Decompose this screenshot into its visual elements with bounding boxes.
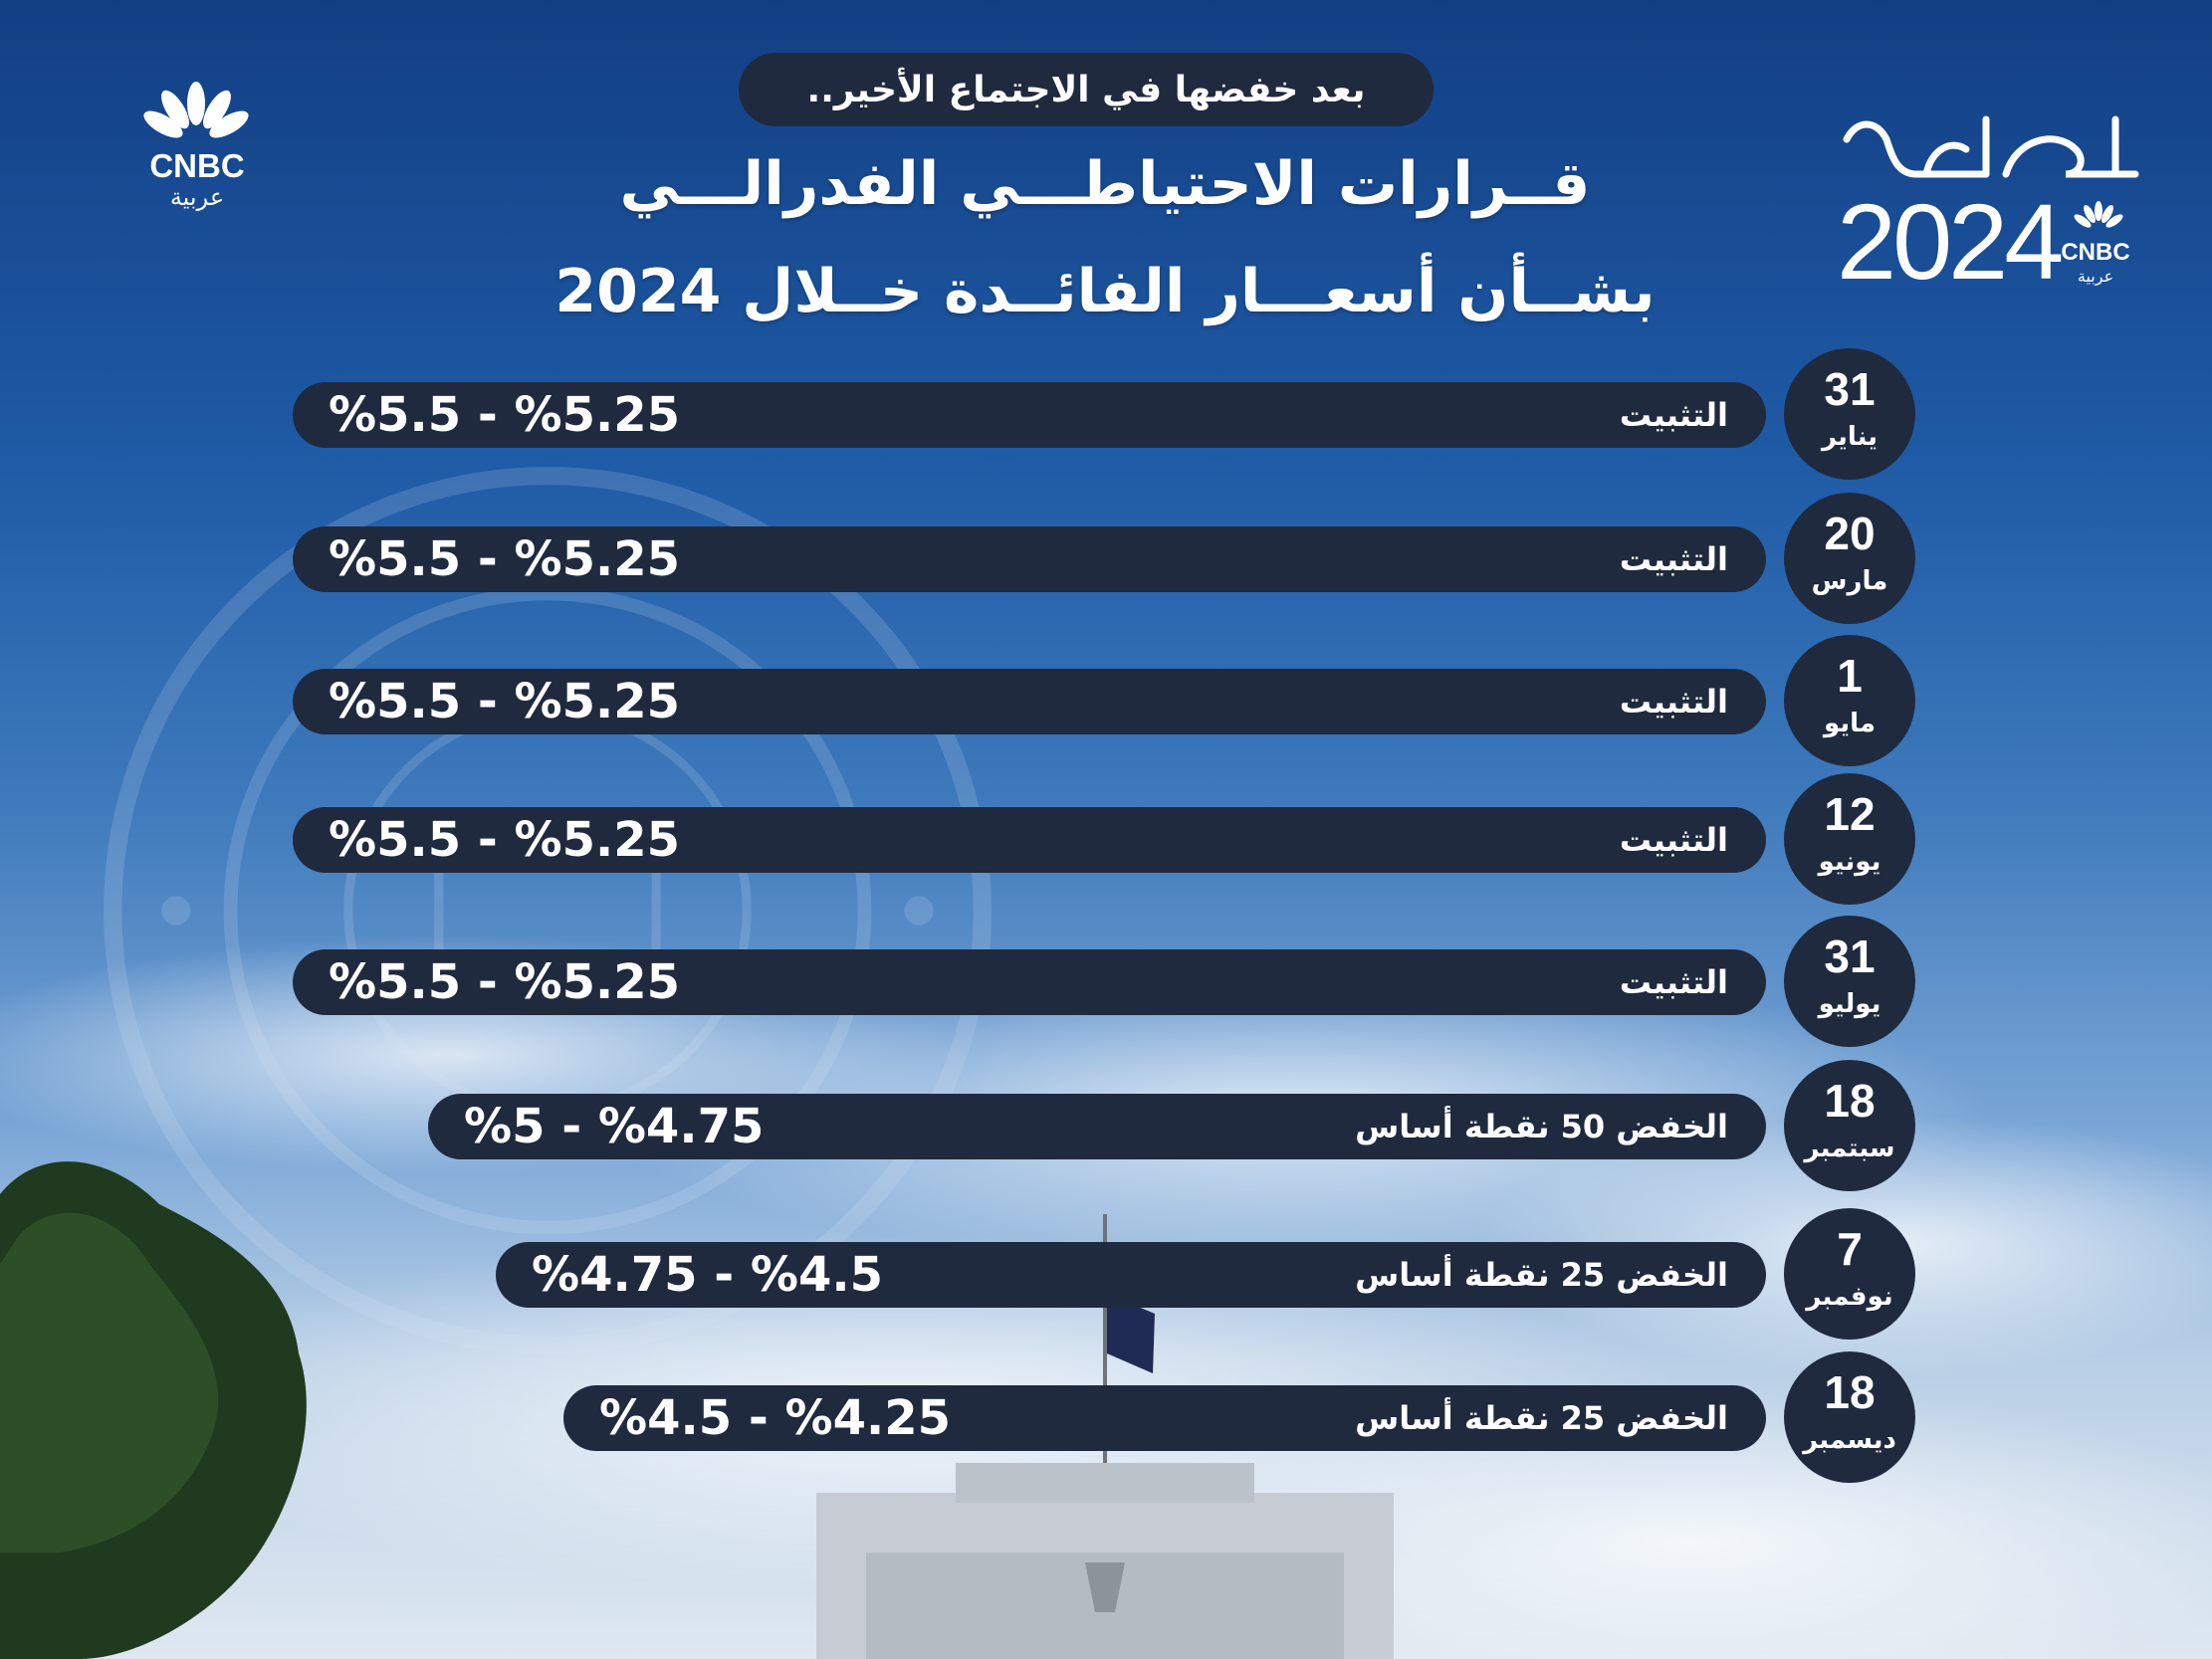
decision-label: التثبيت	[1619, 683, 1728, 721]
date-badge: 18 سبتمبر	[1784, 1060, 1915, 1191]
date-badge: 18 ديسمبر	[1784, 1351, 1915, 1483]
date-month: ديسمبر	[1803, 1425, 1896, 1455]
date-day: 20	[1824, 508, 1876, 559]
decision-row-may: التثبيت %5.5 - %5.25 1 مايو	[0, 635, 2212, 774]
date-month: نوفمبر	[1806, 1282, 1893, 1312]
cnbc-wordmark: CNBC	[149, 147, 245, 184]
decision-label: الخفض 25 نقطة أساس	[1355, 1256, 1728, 1294]
rate-bar: التثبيت %5.5 - %5.25	[293, 382, 1766, 448]
date-month: يونيو	[1818, 847, 1881, 877]
date-day: 12	[1824, 788, 1876, 840]
decision-row-jun: التثبيت %5.5 - %5.25 12 يونيو	[0, 773, 2212, 913]
decision-label: الخفض 50 نقطة أساس	[1355, 1108, 1728, 1145]
tree	[0, 1161, 307, 1659]
decision-label: الخفض 25 نقطة أساس	[1355, 1399, 1728, 1437]
decision-label: التثبيت	[1619, 396, 1728, 434]
hasad-cnbc-mark: CNBC عربية	[2046, 199, 2145, 286]
date-day: 31	[1824, 931, 1876, 982]
date-badge: 20 مارس	[1784, 493, 1915, 624]
federal-reserve-building	[816, 1214, 1394, 1659]
hasad-logo-icon	[1843, 115, 2139, 228]
rate-range: %5.5 - %5.25	[329, 812, 680, 868]
decision-row-mar: التثبيت %5.5 - %5.25 20 مارس	[0, 493, 2212, 632]
date-month: مارس	[1811, 566, 1888, 596]
date-month: يناير	[1821, 422, 1879, 452]
rate-bar: التثبيت %5.5 - %5.25	[293, 949, 1766, 1015]
date-badge: 31 يوليو	[1784, 916, 1915, 1047]
date-badge: 12 يونيو	[1784, 773, 1915, 905]
date-day: 18	[1824, 1366, 1876, 1418]
rate-range: %5.5 - %5.25	[329, 531, 680, 587]
rate-bar: التثبيت %5.5 - %5.25	[293, 526, 1766, 592]
date-month: يوليو	[1818, 989, 1881, 1019]
date-badge: 7 نوفمبر	[1784, 1208, 1915, 1340]
rate-bar: التثبيت %5.5 - %5.25	[293, 669, 1766, 734]
rate-bar: الخفض 25 نقطة أساس %4.5 - %4.25	[563, 1385, 1766, 1451]
date-day: 18	[1824, 1075, 1876, 1127]
hasad-cnbc-wordmark: CNBC	[2061, 239, 2130, 266]
hasad-year: 2024	[1837, 181, 2064, 302]
hasad-cnbc-arabic: عربية	[2077, 267, 2114, 286]
rate-range: %5.5 - %5.25	[329, 387, 680, 443]
decision-label: التثبيت	[1619, 963, 1728, 1001]
date-month: سبتمبر	[1804, 1134, 1895, 1163]
rate-range: %4.75 - %4.5	[532, 1247, 883, 1303]
cnbc-peacock-icon	[143, 82, 249, 138]
page-subtitle: بشــأن أسعـــار الفائــدة خــلال 2024	[554, 257, 1656, 326]
decision-label: التثبيت	[1619, 540, 1728, 578]
date-day: 1	[1837, 650, 1863, 702]
date-badge: 1 مايو	[1784, 635, 1915, 766]
cnbc-arabic-label: عربية	[169, 183, 225, 211]
decision-row-jul: التثبيت %5.5 - %5.25 31 يوليو	[0, 916, 2212, 1055]
rate-bar: الخفض 50 نقطة أساس %5 - %4.75	[428, 1094, 1766, 1159]
decision-row-jan: التثبيت %5.5 - %5.25 31 يناير	[0, 348, 2212, 488]
date-badge: 31 يناير	[1784, 348, 1915, 480]
rate-range: %4.5 - %4.25	[599, 1390, 951, 1446]
date-day: 31	[1824, 363, 1876, 415]
intro-badge: بعد خفضها في الاجتماع الأخير..	[739, 53, 1434, 126]
date-month: مايو	[1824, 709, 1876, 738]
decision-label: التثبيت	[1619, 821, 1728, 859]
rate-range: %5 - %4.75	[464, 1099, 765, 1154]
page-title: قــرارات الاحتياطـــي الفدرالـــي	[619, 149, 1591, 219]
decision-row-nov: الخفض 25 نقطة أساس %4.75 - %4.5 7 نوفمبر	[0, 1208, 2212, 1348]
decision-row-dec: الخفض 25 نقطة أساس %4.5 - %4.25 18 ديسمب…	[0, 1351, 2212, 1491]
rate-bar: التثبيت %5.5 - %5.25	[293, 807, 1766, 873]
date-day: 7	[1837, 1223, 1863, 1275]
rate-bar: الخفض 25 نقطة أساس %4.75 - %4.5	[496, 1242, 1766, 1308]
rate-range: %5.5 - %5.25	[329, 674, 680, 729]
decision-row-sep: الخفض 50 نقطة أساس %5 - %4.75 18 سبتمبر	[0, 1060, 2212, 1199]
rate-range: %5.5 - %5.25	[329, 954, 680, 1010]
